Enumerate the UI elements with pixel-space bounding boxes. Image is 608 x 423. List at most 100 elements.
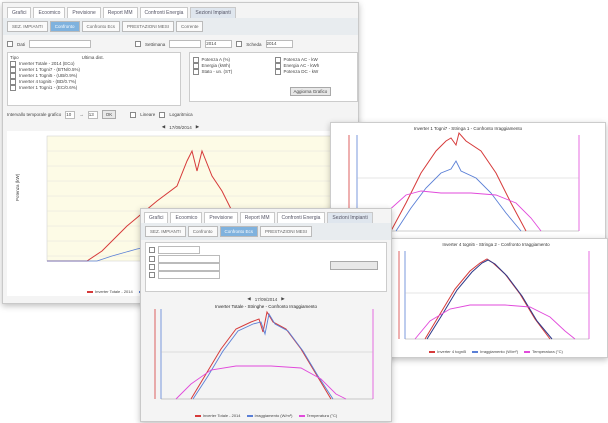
subtab-confronto[interactable]: Confronto (187, 226, 218, 237)
legend-label: Temperatura (°C) (306, 413, 338, 418)
next-day-icon[interactable]: ▶ (281, 296, 285, 301)
update-chart-button[interactable]: Aggiorna Grafico (289, 87, 332, 96)
subtab-confronto-ecs[interactable]: Confronto Ecs (219, 226, 259, 237)
legend-swatch (87, 290, 93, 293)
period-select[interactable] (169, 40, 202, 48)
series-blue (192, 312, 334, 400)
option-radio[interactable] (192, 57, 199, 63)
chart-title: Inverter 1 Togni7 - Stringa 1 - Confront… (413, 126, 523, 131)
subtab-sez-impianti[interactable]: SEZ. IMPIANTI (7, 21, 48, 32)
tab-report[interactable]: Report MM (102, 7, 138, 18)
list-checkbox[interactable] (10, 85, 16, 91)
chart-window-bottom-right: Inverter 4 togni5 - Stringa 2 - Confront… (384, 238, 608, 358)
list-item[interactable]: Inverter 1 Togni5 - (UB/0.9%) (10, 73, 178, 79)
overlay-checkbox[interactable] (149, 256, 155, 262)
tab-report[interactable]: Report MM (239, 212, 275, 223)
y-axis-title: Potenza (kW) (15, 173, 20, 201)
overlay-update-button[interactable] (330, 261, 378, 270)
next-day-icon[interactable]: ▶ (195, 124, 200, 129)
prev-day-icon[interactable]: ◀ (161, 124, 166, 129)
list-checkbox[interactable] (10, 79, 16, 85)
main-window: Grafici Ecoomico Previsione Report MM Co… (2, 2, 359, 304)
tab-grafici[interactable]: Grafici (144, 212, 169, 223)
period-label: Settimana (145, 41, 166, 47)
day-radio[interactable] (7, 41, 13, 47)
option-item[interactable]: Energia AC - kWh (274, 63, 319, 69)
date-label: 17/09/2014 (254, 296, 278, 302)
options-panel: Potenza A (%) Energia (kWh) Stato - un. … (188, 52, 358, 102)
subtab-prestazioni[interactable]: PRESTAZIONI MESI (260, 226, 312, 237)
list-item-label: Inverter 4 togni5 - (BD/0.7%) (19, 79, 77, 84)
tab-confronti[interactable]: Confronti Energia (276, 212, 326, 223)
prev-day-icon[interactable]: ◀ (247, 296, 251, 301)
overlay-date-nav: ◀ 17/09/2014 ▶ (141, 294, 391, 304)
list-item-label: Inverter 1 Togni5 - (UB/0.9%) (19, 73, 78, 78)
range-from[interactable]: 10 (65, 110, 76, 119)
list-item-label: Inverter Totale - 2014 (ECo) (19, 61, 75, 66)
overlay-field[interactable] (158, 246, 200, 254)
series-blue (395, 160, 522, 232)
option-radio[interactable] (274, 69, 281, 75)
scale-log-radio[interactable] (159, 111, 166, 118)
overlay-checkbox[interactable] (149, 247, 155, 253)
subtab-sez-impianti[interactable]: SEZ. IMPIANTI (145, 226, 186, 237)
filter-row: Dati Settimana 2014 Scheda 2014 (3, 38, 358, 50)
tab-economico[interactable]: Ecoomico (33, 7, 66, 18)
overlay-field[interactable] (158, 263, 220, 271)
tab-sezioni[interactable]: Sezioni Impianti (190, 7, 236, 18)
series-red (390, 131, 527, 232)
tab-previsione[interactable]: Previsione (67, 7, 101, 18)
option-radio[interactable] (274, 57, 281, 63)
subtab-prestazioni[interactable]: PRESTAZIONI MESI (122, 21, 174, 32)
overlay-field[interactable] (158, 255, 220, 263)
overlay-chart-title: Inverter Totale - Stringhe - Confronto I… (215, 304, 317, 309)
option-radio[interactable] (274, 63, 281, 69)
list-checkbox[interactable] (10, 73, 16, 79)
legend-item: Temperatura (°C) (298, 413, 338, 418)
tab-economico[interactable]: Ecoomico (170, 212, 203, 223)
option-item[interactable]: Stato - un. (ST) (192, 69, 232, 75)
overlay-row (149, 246, 200, 254)
month-radio[interactable] (236, 41, 243, 47)
main-tab-bar: Grafici Ecoomico Previsione Report MM Co… (3, 3, 358, 18)
tab-grafici[interactable]: Grafici (7, 7, 32, 18)
week-radio[interactable] (135, 41, 142, 47)
tab-confronti[interactable]: Confronti Energia (139, 7, 189, 18)
option-item[interactable]: Potenza DC - kW (274, 69, 320, 75)
option-item[interactable]: Potenza A (%) (192, 57, 233, 63)
legend-item: Inverter Totale - 2014 (194, 413, 241, 418)
list-item[interactable]: Inverter 1 Togni1 - (EC/0.6%) (10, 85, 178, 91)
list-item[interactable]: Inverter 1 Togni7 - (BTN/0.5%) (10, 67, 178, 73)
option-radio[interactable] (192, 69, 199, 75)
tab-sezioni[interactable]: Sezioni Impianti (327, 212, 373, 223)
list-checkbox[interactable] (10, 61, 16, 67)
list-checkbox[interactable] (10, 67, 16, 73)
subtab-corrente[interactable]: Corrente (175, 21, 204, 32)
subtab-confronto-ecs[interactable]: Confronto Ecs (81, 21, 121, 32)
option-radio[interactable] (192, 63, 199, 69)
overlay-window: Grafici Ecoomico Previsione Report MM Co… (140, 208, 392, 422)
range-apply-button[interactable]: OK (101, 110, 117, 119)
list-item[interactable]: Inverter Totale - 2014 (ECo) (10, 61, 178, 67)
range-to[interactable]: 13 (87, 110, 98, 119)
list-item[interactable]: Inverter 4 togni5 - (BD/0.7%) (10, 79, 178, 85)
scale-linear-radio[interactable] (130, 111, 137, 118)
option-item[interactable]: Energia (kWh) (192, 63, 233, 69)
month-select[interactable]: 2014 (265, 40, 293, 48)
list-header2-label: Ultima dist. (81, 55, 104, 60)
series-magenta (175, 365, 347, 400)
bottom-right-chart (398, 251, 590, 340)
overlay-checkbox[interactable] (149, 272, 155, 278)
legend-swatch (429, 350, 436, 353)
period-field[interactable] (29, 40, 92, 48)
legend-item: Inverter Totale - 2014 (87, 289, 133, 294)
option-label: Potenza AC - kW (283, 57, 318, 62)
year-select[interactable]: 2014 (205, 40, 233, 48)
overlay-field[interactable] (158, 271, 220, 279)
option-item[interactable]: Potenza AC - kW (274, 57, 320, 63)
inverter-list: Tipo Ultima dist. Inverter Totale - 2014… (7, 52, 181, 106)
tab-previsione[interactable]: Previsione (204, 212, 238, 223)
subtab-confronto[interactable]: Confronto (49, 21, 80, 32)
overlay-checkbox[interactable] (149, 264, 155, 270)
legend-swatch (298, 414, 305, 417)
